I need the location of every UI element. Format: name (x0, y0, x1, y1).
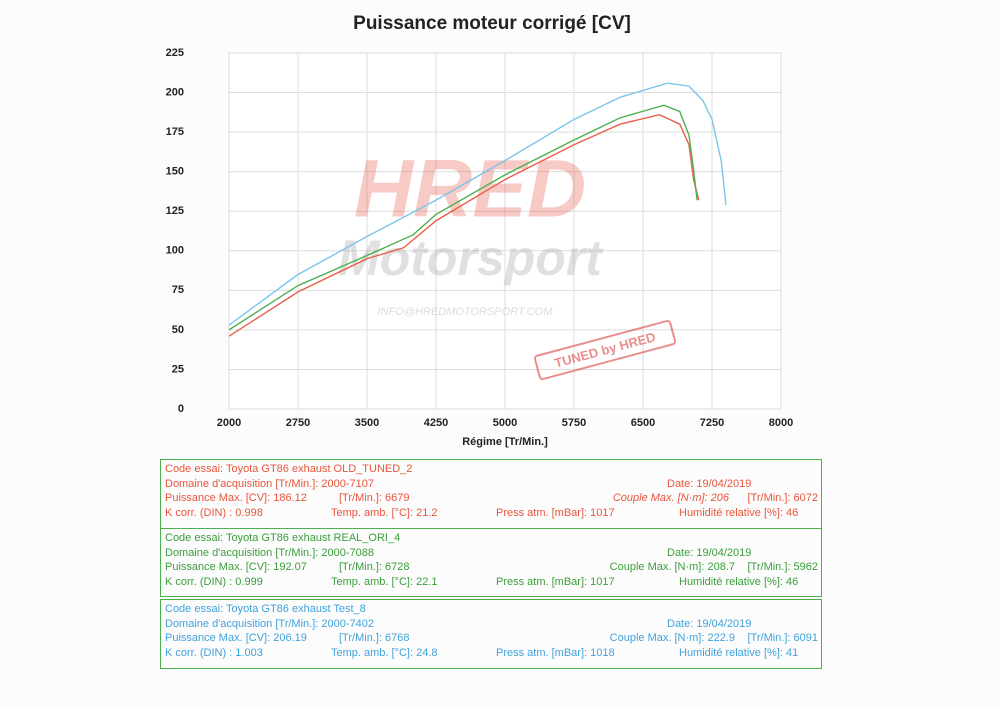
y-tick-label: 75 (172, 284, 184, 296)
info-field: [Tr/Min.]: 6091 (747, 632, 818, 644)
info-field: Code essai: Toyota GT86 exhaust OLD_TUNE… (165, 463, 413, 475)
info-block: Code essai: Toyota GT86 exhaust OLD_TUNE… (160, 459, 822, 529)
power-curve (228, 82, 727, 326)
y-tick-label: 0 (178, 403, 184, 415)
x-tick-label: 2750 (286, 417, 310, 429)
power-curve (228, 104, 698, 331)
x-tick-label: 7250 (700, 417, 724, 429)
info-field: Press atm. [mBar]: 1017 (496, 506, 615, 519)
info-field: Humidité relative [%]: 46 (679, 575, 799, 588)
watermark-email: INFO@HREDMOTORSPORT.COM (378, 306, 554, 318)
info-field: Couple Max. [N·m]: 206 (612, 492, 729, 504)
y-tick-label: 150 (166, 166, 184, 178)
info-field: Couple Max. [N·m]: 208.7 (609, 561, 735, 573)
info-field: Date: 19/04/2019 (667, 477, 752, 490)
y-tick-label: 50 (172, 324, 184, 336)
info-field: K corr. (DIN) : 0.999 (165, 575, 263, 588)
stamp-border (533, 319, 677, 381)
power-curve (228, 113, 700, 337)
info-field: K corr. (DIN) : 0.998 (165, 506, 263, 519)
info-field: Code essai: Toyota GT86 exhaust Test_8 (165, 603, 366, 615)
info-field: Humidité relative [%]: 46 (679, 506, 799, 519)
x-axis-label: Régime [Tr/Min.] (462, 436, 548, 448)
info-field: Domaine d'acquisition [Tr/Min.]: 2000-71… (165, 477, 374, 490)
y-tick-label: 175 (166, 126, 184, 138)
x-tick-label: 2000 (217, 417, 241, 429)
info-field: Humidité relative [%]: 41 (679, 646, 799, 659)
y-tick-label: 125 (166, 205, 184, 217)
y-tick-label: 200 (166, 86, 184, 98)
info-field: Puissance Max. [CV]: 206.19 (165, 632, 307, 644)
chart-title: Puissance moteur corrigé [CV] (353, 13, 631, 34)
info-field: Date: 19/04/2019 (667, 617, 752, 630)
info-field: Code essai: Toyota GT86 exhaust REAL_ORI… (165, 532, 401, 544)
info-block: Code essai: Toyota GT86 exhaust REAL_ORI… (160, 528, 822, 597)
info-field: Domaine d'acquisition [Tr/Min.]: 2000-70… (165, 546, 374, 559)
info-field: [Tr/Min.]: 6679 (339, 492, 410, 504)
info-field: Couple Max. [N·m]: 222.9 (609, 632, 735, 644)
watermark: HRED Motorsport INFO@HREDMOTORSPORT.COM (338, 144, 604, 318)
info-field: [Tr/Min.]: 6768 (339, 632, 410, 644)
x-tick-label: 5000 (493, 417, 517, 429)
x-tick-label: 3500 (355, 417, 379, 429)
info-field: Date: 19/04/2019 (667, 546, 752, 559)
info-field: Temp. amb. [°C]: 22.1 (331, 575, 438, 588)
info-field: Press atm. [mBar]: 1017 (496, 575, 615, 588)
x-tick-label: 5750 (562, 417, 586, 429)
x-tick-label: 4250 (424, 417, 448, 429)
chart: Puissance moteur corrigé [CV] Régime [Tr… (166, 13, 794, 448)
info-field: Puissance Max. [CV]: 192.07 (165, 561, 307, 573)
y-tick-label: 225 (166, 47, 184, 59)
info-field: Domaine d'acquisition [Tr/Min.]: 2000-74… (165, 617, 374, 630)
info-field: Temp. amb. [°C]: 21.2 (331, 506, 438, 519)
info-block: Code essai: Toyota GT86 exhaust Test_8 Do… (160, 599, 822, 669)
watermark-text: Motorsport (338, 230, 604, 286)
x-tick-label: 8000 (769, 417, 793, 429)
info-field: Puissance Max. [CV]: 186.12 (165, 492, 307, 504)
info-field: [Tr/Min.]: 5962 (747, 561, 818, 573)
info-field: Press atm. [mBar]: 1018 (496, 646, 615, 659)
info-field: [Tr/Min.]: 6728 (339, 561, 410, 573)
y-tick-label: 100 (166, 245, 184, 257)
x-tick-label: 6500 (631, 417, 655, 429)
y-tick-label: 25 (172, 363, 184, 375)
info-field: [Tr/Min.]: 6072 (747, 492, 818, 504)
info-field: Temp. amb. [°C]: 24.8 (331, 646, 438, 659)
info-field: K corr. (DIN) : 1.003 (165, 646, 263, 659)
watermark-logo: HRED (354, 144, 586, 235)
